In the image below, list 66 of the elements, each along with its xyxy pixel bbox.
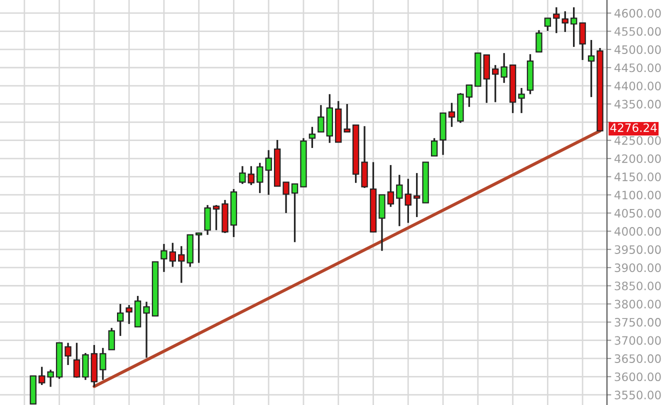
- candlestick: [169, 242, 176, 268]
- candlestick: [256, 162, 264, 194]
- y-tick-label: 3700.00: [614, 336, 661, 345]
- candlestick: [204, 204, 211, 236]
- y-tick-label: 4450.00: [614, 63, 661, 72]
- candlestick: [248, 165, 255, 186]
- y-tick-label: 4500.00: [614, 45, 661, 54]
- candlestick: [562, 10, 568, 33]
- candlestick: [500, 52, 508, 84]
- candlestick: [553, 6, 560, 34]
- candlestick: [38, 366, 46, 386]
- candlestick: [117, 303, 124, 337]
- candlestick: [492, 64, 499, 103]
- candlestick: [282, 181, 290, 214]
- candlestick: [126, 304, 132, 325]
- candlestick: [82, 352, 89, 381]
- y-tick-label: 4400.00: [614, 82, 661, 90]
- candlestick: [430, 137, 438, 157]
- y-tick-label: 3550.00: [614, 390, 661, 400]
- candlestick: [47, 368, 54, 388]
- candlestick: [64, 342, 72, 366]
- y-tick-label: 4550.00: [614, 27, 661, 36]
- text: 4276.24: [610, 123, 657, 132]
- candlestick: [160, 243, 168, 273]
- candlestick: [579, 22, 586, 61]
- candlestick: [212, 204, 220, 231]
- candlestick: [195, 232, 202, 264]
- candlestick: [414, 172, 420, 218]
- candlestick: [588, 39, 595, 98]
- candlestick: [378, 194, 386, 252]
- candlestick: [143, 300, 150, 359]
- candlestick: [544, 17, 552, 32]
- candlestick: [536, 29, 542, 53]
- candlestick: [518, 87, 525, 114]
- candlestick: [318, 104, 324, 133]
- candlestick: [178, 245, 185, 284]
- candlestick: [308, 126, 316, 149]
- candlestick: [404, 178, 412, 224]
- y-tick-label: 4350.00: [614, 100, 661, 109]
- candlestick: [291, 183, 298, 243]
- y-tick-label: 4050.00: [614, 208, 661, 218]
- candlestick: [466, 84, 473, 108]
- y-tick-label: 4000.00: [614, 227, 661, 236]
- y-tick-label: 4150.00: [614, 172, 661, 182]
- y-tick-label: 4600.00: [614, 8, 661, 18]
- y-tick-label: 3800.00: [614, 300, 661, 308]
- y-tick-label: 4100.00: [614, 190, 661, 200]
- y-tick-label: 3650.00: [614, 354, 661, 364]
- candlestick: [396, 174, 403, 227]
- y-tick-label: 3750.00: [614, 318, 661, 327]
- y-tick-label: 3950.00: [614, 245, 661, 254]
- candlestick: [344, 103, 350, 133]
- candlestick: [265, 149, 272, 196]
- y-tick-label: 4250.00: [614, 136, 661, 145]
- candlestick: [483, 54, 490, 104]
- candlestick: [387, 164, 394, 208]
- candlestick: [108, 327, 115, 351]
- y-tick-label: 3600.00: [614, 372, 661, 382]
- y-tick-label: 3900.00: [614, 263, 661, 272]
- candlestick: [100, 347, 106, 381]
- y-tick-label: 3850.00: [614, 282, 661, 290]
- y-tick-label: 4200.00: [614, 154, 661, 164]
- candlestick: [73, 342, 80, 379]
- candlestick: [448, 102, 456, 128]
- candlestick: [239, 165, 246, 185]
- candlestick: [570, 6, 578, 48]
